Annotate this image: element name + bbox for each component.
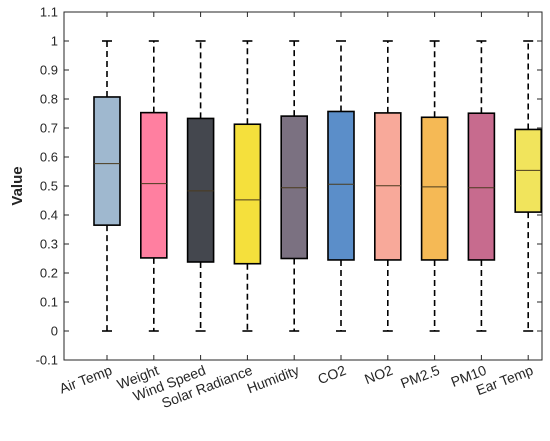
- iqr-box: [420, 116, 449, 261]
- y-tick-label: 0.7: [40, 121, 58, 136]
- y-tick-label: 0.2: [40, 266, 58, 281]
- y-tick-label: 0.8: [40, 92, 58, 107]
- boxes-layer: [93, 40, 543, 332]
- box-weight: [140, 40, 168, 332]
- y-tick-label: 0.9: [40, 63, 58, 78]
- iqr-box: [186, 117, 215, 263]
- y-tick-label: 0.5: [40, 179, 58, 194]
- iqr-box: [233, 123, 262, 265]
- y-tick-label: -0.1: [36, 353, 58, 368]
- y-tick-label: 0.1: [40, 295, 58, 310]
- box-pm10: [467, 40, 496, 332]
- iqr-box: [93, 96, 121, 226]
- box-co2: [327, 40, 355, 332]
- box-humidity: [280, 40, 309, 332]
- y-axis-title: Value: [9, 166, 26, 205]
- box-solar-radiance: [233, 40, 262, 332]
- box-pm2-5: [420, 40, 449, 332]
- iqr-box: [140, 111, 168, 259]
- x-category-label: Air Temp: [57, 362, 114, 397]
- x-category-label: PM2.5: [398, 362, 442, 392]
- box-air-temp: [93, 40, 121, 332]
- y-tick-label: 1.1: [40, 5, 58, 20]
- y-tick-label: 0.6: [40, 150, 58, 165]
- y-axis: -0.1 0 0.1 0.2 0.3 0.4 0.5 0.6 0.7 0.8 0.9 1 1.1: [36, 5, 542, 368]
- x-category-label: NO2: [362, 362, 395, 387]
- y-tick-label: 0.4: [40, 208, 58, 223]
- iqr-box: [373, 112, 402, 261]
- iqr-box: [467, 112, 496, 261]
- iqr-box: [327, 110, 355, 261]
- x-category-label: CO2: [315, 362, 348, 387]
- y-tick-label: 1: [51, 34, 58, 49]
- y-tick-label: 0: [51, 324, 58, 339]
- x-category-label: Humidity: [245, 362, 302, 396]
- box-wind-speed: [186, 40, 215, 332]
- y-tick-label: 0.3: [40, 237, 58, 252]
- box-ear-temp: [514, 40, 543, 332]
- box-no2: [373, 40, 402, 332]
